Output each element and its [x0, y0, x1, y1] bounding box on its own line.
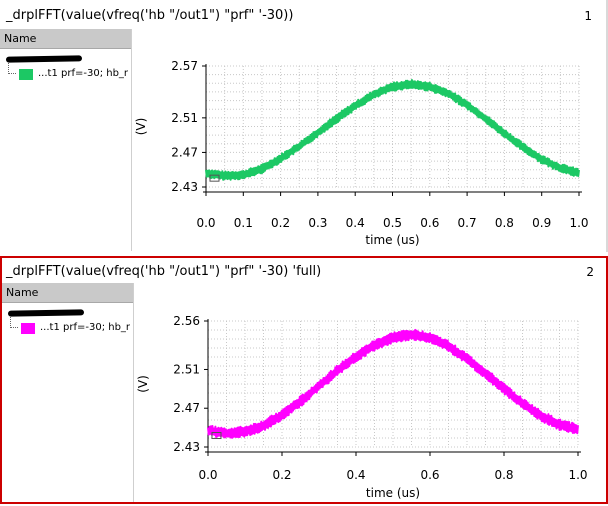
- x-tick-label: 0.8: [494, 468, 513, 482]
- x-tick-label: 0.7: [458, 216, 477, 230]
- subwindow-number: 2: [586, 265, 594, 279]
- tree-connector: [8, 63, 16, 74]
- legend-header-name[interactable]: Name: [0, 29, 131, 49]
- x-tick-label: 0.1: [234, 216, 253, 230]
- x-tick-label: 0.0: [198, 468, 217, 482]
- x-tick-label: 0.4: [346, 216, 365, 230]
- legend-item-label: ...t1 prf=-30; hb_r: [38, 68, 129, 79]
- subwindow-title: _drplFFT(value(vfreq('hb "/out1") "prf" …: [6, 264, 322, 279]
- y-tick-label: 2.56: [173, 314, 200, 328]
- y-axis-label: (V): [136, 375, 150, 393]
- legend-panel[interactable]: Name ...t1 prf=-30; hb_r: [0, 29, 132, 251]
- series-trace: [205, 79, 580, 181]
- series-trace: [207, 328, 579, 439]
- x-axis-label: time (us): [365, 233, 419, 247]
- y-tick-label: 2.47: [173, 401, 200, 415]
- legend-header-name[interactable]: Name: [2, 283, 133, 303]
- x-tick-label: 1.0: [569, 216, 588, 230]
- start-marker: [209, 174, 220, 182]
- y-tick-label: 2.43: [173, 440, 200, 454]
- x-tick-label: 0.6: [420, 468, 439, 482]
- subwindow-number: 1: [584, 9, 592, 23]
- x-axis-label: time (us): [366, 486, 420, 500]
- tree-connector: [10, 317, 18, 328]
- subwindow-title: _drplFFT(value(vfreq('hb "/out1") "prf" …: [6, 8, 294, 23]
- waveform-plot[interactable]: 2.57 2.51 2.47 2.43 0.0 0.1 0.2 0.3 0.4 0.5 0.6 0.7…: [131, 29, 606, 251]
- x-tick-label: 0.0: [196, 216, 215, 230]
- y-tick-label: 2.51: [171, 111, 198, 125]
- x-tick-label: 0.4: [346, 468, 365, 482]
- start-marker: [211, 432, 222, 440]
- x-tick-label: 0.6: [420, 216, 439, 230]
- y-tick-label: 2.47: [171, 145, 198, 159]
- subwindow-1[interactable]: _drplFFT(value(vfreq('hb "/out1") "prf" …: [0, 0, 608, 252]
- x-tick-label: 0.2: [271, 216, 290, 230]
- y-tick-label: 2.57: [171, 59, 198, 73]
- x-tick-label: 0.5: [383, 216, 402, 230]
- x-tick-label: 0.2: [272, 468, 291, 482]
- trace-color-swatch: [21, 323, 35, 334]
- subwindow-2[interactable]: _drplFFT(value(vfreq('hb "/out1") "prf" …: [0, 256, 608, 504]
- y-tick-label: 2.51: [173, 362, 200, 376]
- trace-color-swatch: [19, 69, 33, 80]
- x-tick-label: 0.8: [495, 216, 514, 230]
- waveform-plot[interactable]: 2.56 2.51 2.47 2.43 0.0 0.2 0.4 0.6 0.8 1.0 time (…: [133, 283, 606, 502]
- redacted-label: [7, 309, 85, 317]
- y-tick-label: 2.43: [171, 180, 198, 194]
- redacted-label: [5, 55, 83, 63]
- x-tick-label: 1.0: [568, 468, 587, 482]
- plot-grid: [205, 65, 580, 188]
- x-tick-label: 0.9: [532, 216, 551, 230]
- legend-item-label: ...t1 prf=-30; hb_r: [40, 322, 131, 333]
- legend-panel[interactable]: Name ...t1 prf=-30; hb_r: [2, 283, 134, 502]
- y-axis-label: (V): [134, 118, 148, 136]
- x-tick-label: 0.3: [308, 216, 327, 230]
